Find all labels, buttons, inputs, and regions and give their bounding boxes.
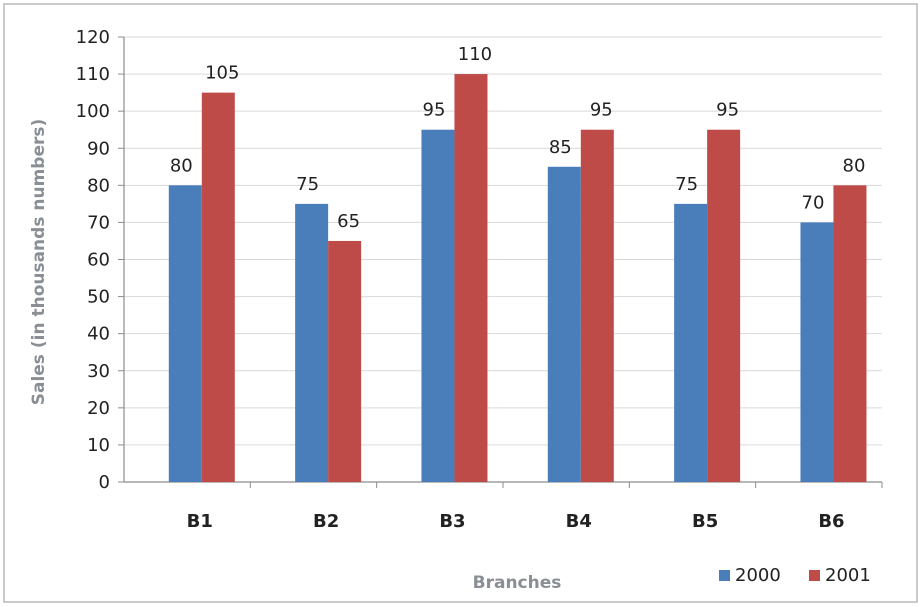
y-tick-label: 60 <box>87 250 110 271</box>
bar-2000-B3 <box>421 129 455 483</box>
bar-2001-B3 <box>454 74 488 482</box>
legend-label: 2000 <box>735 565 781 586</box>
y-tick-label: 90 <box>87 138 110 159</box>
data-label: 80 <box>843 155 866 176</box>
data-labels: 80 105 75 65 95 110 85 95 75 95 70 80 <box>170 44 866 232</box>
legend-label: 2001 <box>825 565 871 586</box>
bar-2001-B1 <box>201 92 235 482</box>
bar-2000-B1 <box>168 185 202 483</box>
x-tick-label: B2 <box>313 511 339 532</box>
y-tick-label: 110 <box>76 64 110 85</box>
data-label: 70 <box>802 192 825 213</box>
gridlines <box>124 36 882 446</box>
x-axis-title: Branches <box>473 573 562 593</box>
bar-2001-B6 <box>833 185 867 483</box>
data-label: 95 <box>716 100 739 121</box>
data-label: 85 <box>549 137 572 158</box>
data-label: 95 <box>423 100 446 121</box>
data-label: 65 <box>337 211 360 232</box>
y-tick-label: 120 <box>76 27 110 48</box>
bars <box>168 74 867 483</box>
y-tick-label: 10 <box>87 435 110 456</box>
x-tick-label: B3 <box>439 511 465 532</box>
bar-2001-B4 <box>580 129 614 483</box>
bar-2000-B5 <box>674 203 708 482</box>
bar-2001-B5 <box>707 129 741 483</box>
data-label: 105 <box>205 63 239 84</box>
bar-2000-B4 <box>547 166 581 482</box>
x-tick-label: B5 <box>692 511 718 532</box>
y-tick-label: 100 <box>76 101 110 122</box>
data-label: 95 <box>590 100 613 121</box>
data-label: 75 <box>675 174 698 195</box>
bar-2000-B6 <box>800 222 834 482</box>
legend: 2000 2001 <box>719 565 871 586</box>
bar-2001-B2 <box>328 240 362 482</box>
axes <box>118 36 883 488</box>
data-label: 80 <box>170 155 193 176</box>
y-tick-label: 40 <box>87 324 110 345</box>
legend-swatch-2001 <box>809 570 820 581</box>
bar-2000-B2 <box>295 203 329 482</box>
y-tick-label: 20 <box>87 398 110 419</box>
y-tick-label: 0 <box>99 472 110 493</box>
data-label: 110 <box>458 44 492 65</box>
y-tick-label: 50 <box>87 287 110 308</box>
y-axis-title: Sales (in thousands numbers) <box>29 119 49 406</box>
y-tick-label: 30 <box>87 361 110 382</box>
x-tick-label: B1 <box>187 511 213 532</box>
y-tick-label: 80 <box>87 175 110 196</box>
tick-labels: 0 10 20 30 40 50 60 70 80 90 100 110 120 B1 B2 B3 B4 B5 B6 <box>76 27 845 532</box>
x-tick-label: B4 <box>566 511 592 532</box>
x-tick-label: B6 <box>818 511 844 532</box>
legend-swatch-2000 <box>719 570 730 581</box>
data-label: 75 <box>296 174 319 195</box>
y-tick-label: 70 <box>87 212 110 233</box>
